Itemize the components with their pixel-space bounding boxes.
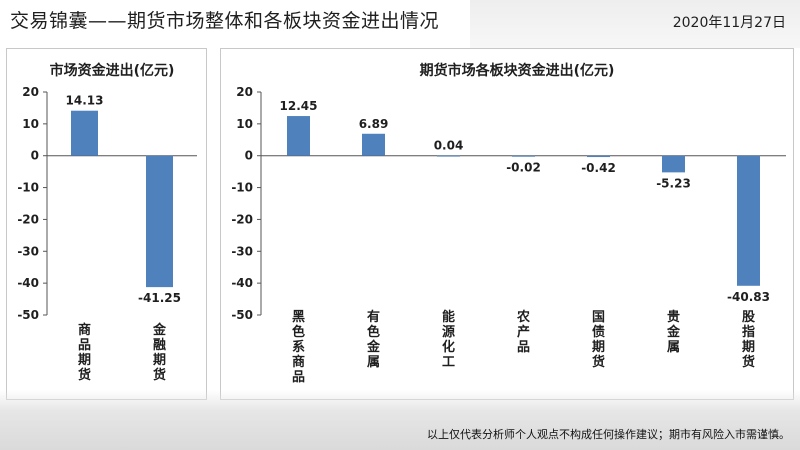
bar (662, 155, 685, 173)
category-label: 农产品 (516, 309, 530, 355)
bar (146, 155, 173, 288)
data-label: 12.45 (280, 99, 318, 113)
bar (71, 110, 98, 156)
category-label: 贵金属 (666, 309, 681, 355)
category-label: 有色金属 (366, 309, 381, 370)
chart-title: 期货市场各板块资金进出(亿元) (420, 62, 615, 79)
y-tick-label: -10 (231, 181, 253, 195)
sector-flow-panel: 期货市场各板块资金进出(亿元) 20 10 0 -10 -20 -30 -40 -50 12.45… (220, 48, 794, 400)
bar (437, 155, 460, 157)
bar (287, 116, 310, 156)
y-tick-label: 20 (22, 85, 39, 99)
market-flow-panel: 市场资金进出(亿元) 20 10 0 -10 -20 -30 -40 -50 14.13 商品期货 -… (6, 48, 207, 400)
y-tick-label: -30 (17, 244, 39, 258)
bar (362, 133, 385, 156)
bar (737, 155, 760, 286)
y-tick-label: 0 (31, 149, 39, 163)
category-label: 股指期货 (742, 310, 755, 370)
category-label: 国债期货 (592, 310, 605, 370)
chart-title: 市场资金进出(亿元) (50, 62, 175, 79)
sector-flow-chart: 期货市场各板块资金进出(亿元) 20 10 0 -10 -20 -30 -40 -50 12.45… (231, 62, 786, 385)
y-tick-label: -50 (17, 308, 39, 322)
category-label: 金融期货 (152, 322, 167, 383)
y-tick-label: -30 (231, 244, 253, 258)
y-tick-label: 0 (245, 149, 253, 163)
data-label: 14.13 (66, 94, 104, 108)
category-label: 商品期货 (78, 322, 91, 383)
market-flow-chart: 市场资金进出(亿元) 20 10 0 -10 -20 -30 -40 -50 14.13 商品期货 -… (17, 62, 197, 383)
data-label: 6.89 (359, 117, 389, 131)
footer-background (0, 390, 800, 450)
y-tick-label: -40 (17, 276, 39, 290)
header-background (470, 0, 800, 48)
y-tick-label: 20 (236, 85, 253, 99)
bar (587, 155, 610, 158)
bar (512, 155, 535, 157)
y-tick-label: -20 (17, 212, 39, 226)
category-label: 黑色系商品 (292, 310, 305, 385)
data-label: -0.42 (581, 161, 616, 175)
category-label: 能源化工 (442, 309, 455, 370)
y-tick-label: -50 (231, 308, 253, 322)
page-title: 交易锦囊——期货市场整体和各板块资金进出情况 (10, 10, 440, 32)
report-date: 2020年11月27日 (672, 15, 786, 31)
data-label: -0.02 (506, 161, 541, 175)
y-tick-label: 10 (236, 117, 253, 131)
data-label: 0.04 (434, 139, 464, 153)
disclaimer-text: 以上仅代表分析师个人观点不构成任何操作建议；期市有风险入市需谨慎。 (427, 428, 790, 441)
y-tick-label: 10 (22, 117, 39, 131)
data-label: -41.25 (138, 291, 181, 305)
data-label: -40.83 (727, 290, 770, 304)
y-tick-label: -40 (231, 276, 253, 290)
data-label: -5.23 (656, 176, 691, 190)
y-tick-label: -20 (231, 212, 253, 226)
y-tick-label: -10 (17, 181, 39, 195)
